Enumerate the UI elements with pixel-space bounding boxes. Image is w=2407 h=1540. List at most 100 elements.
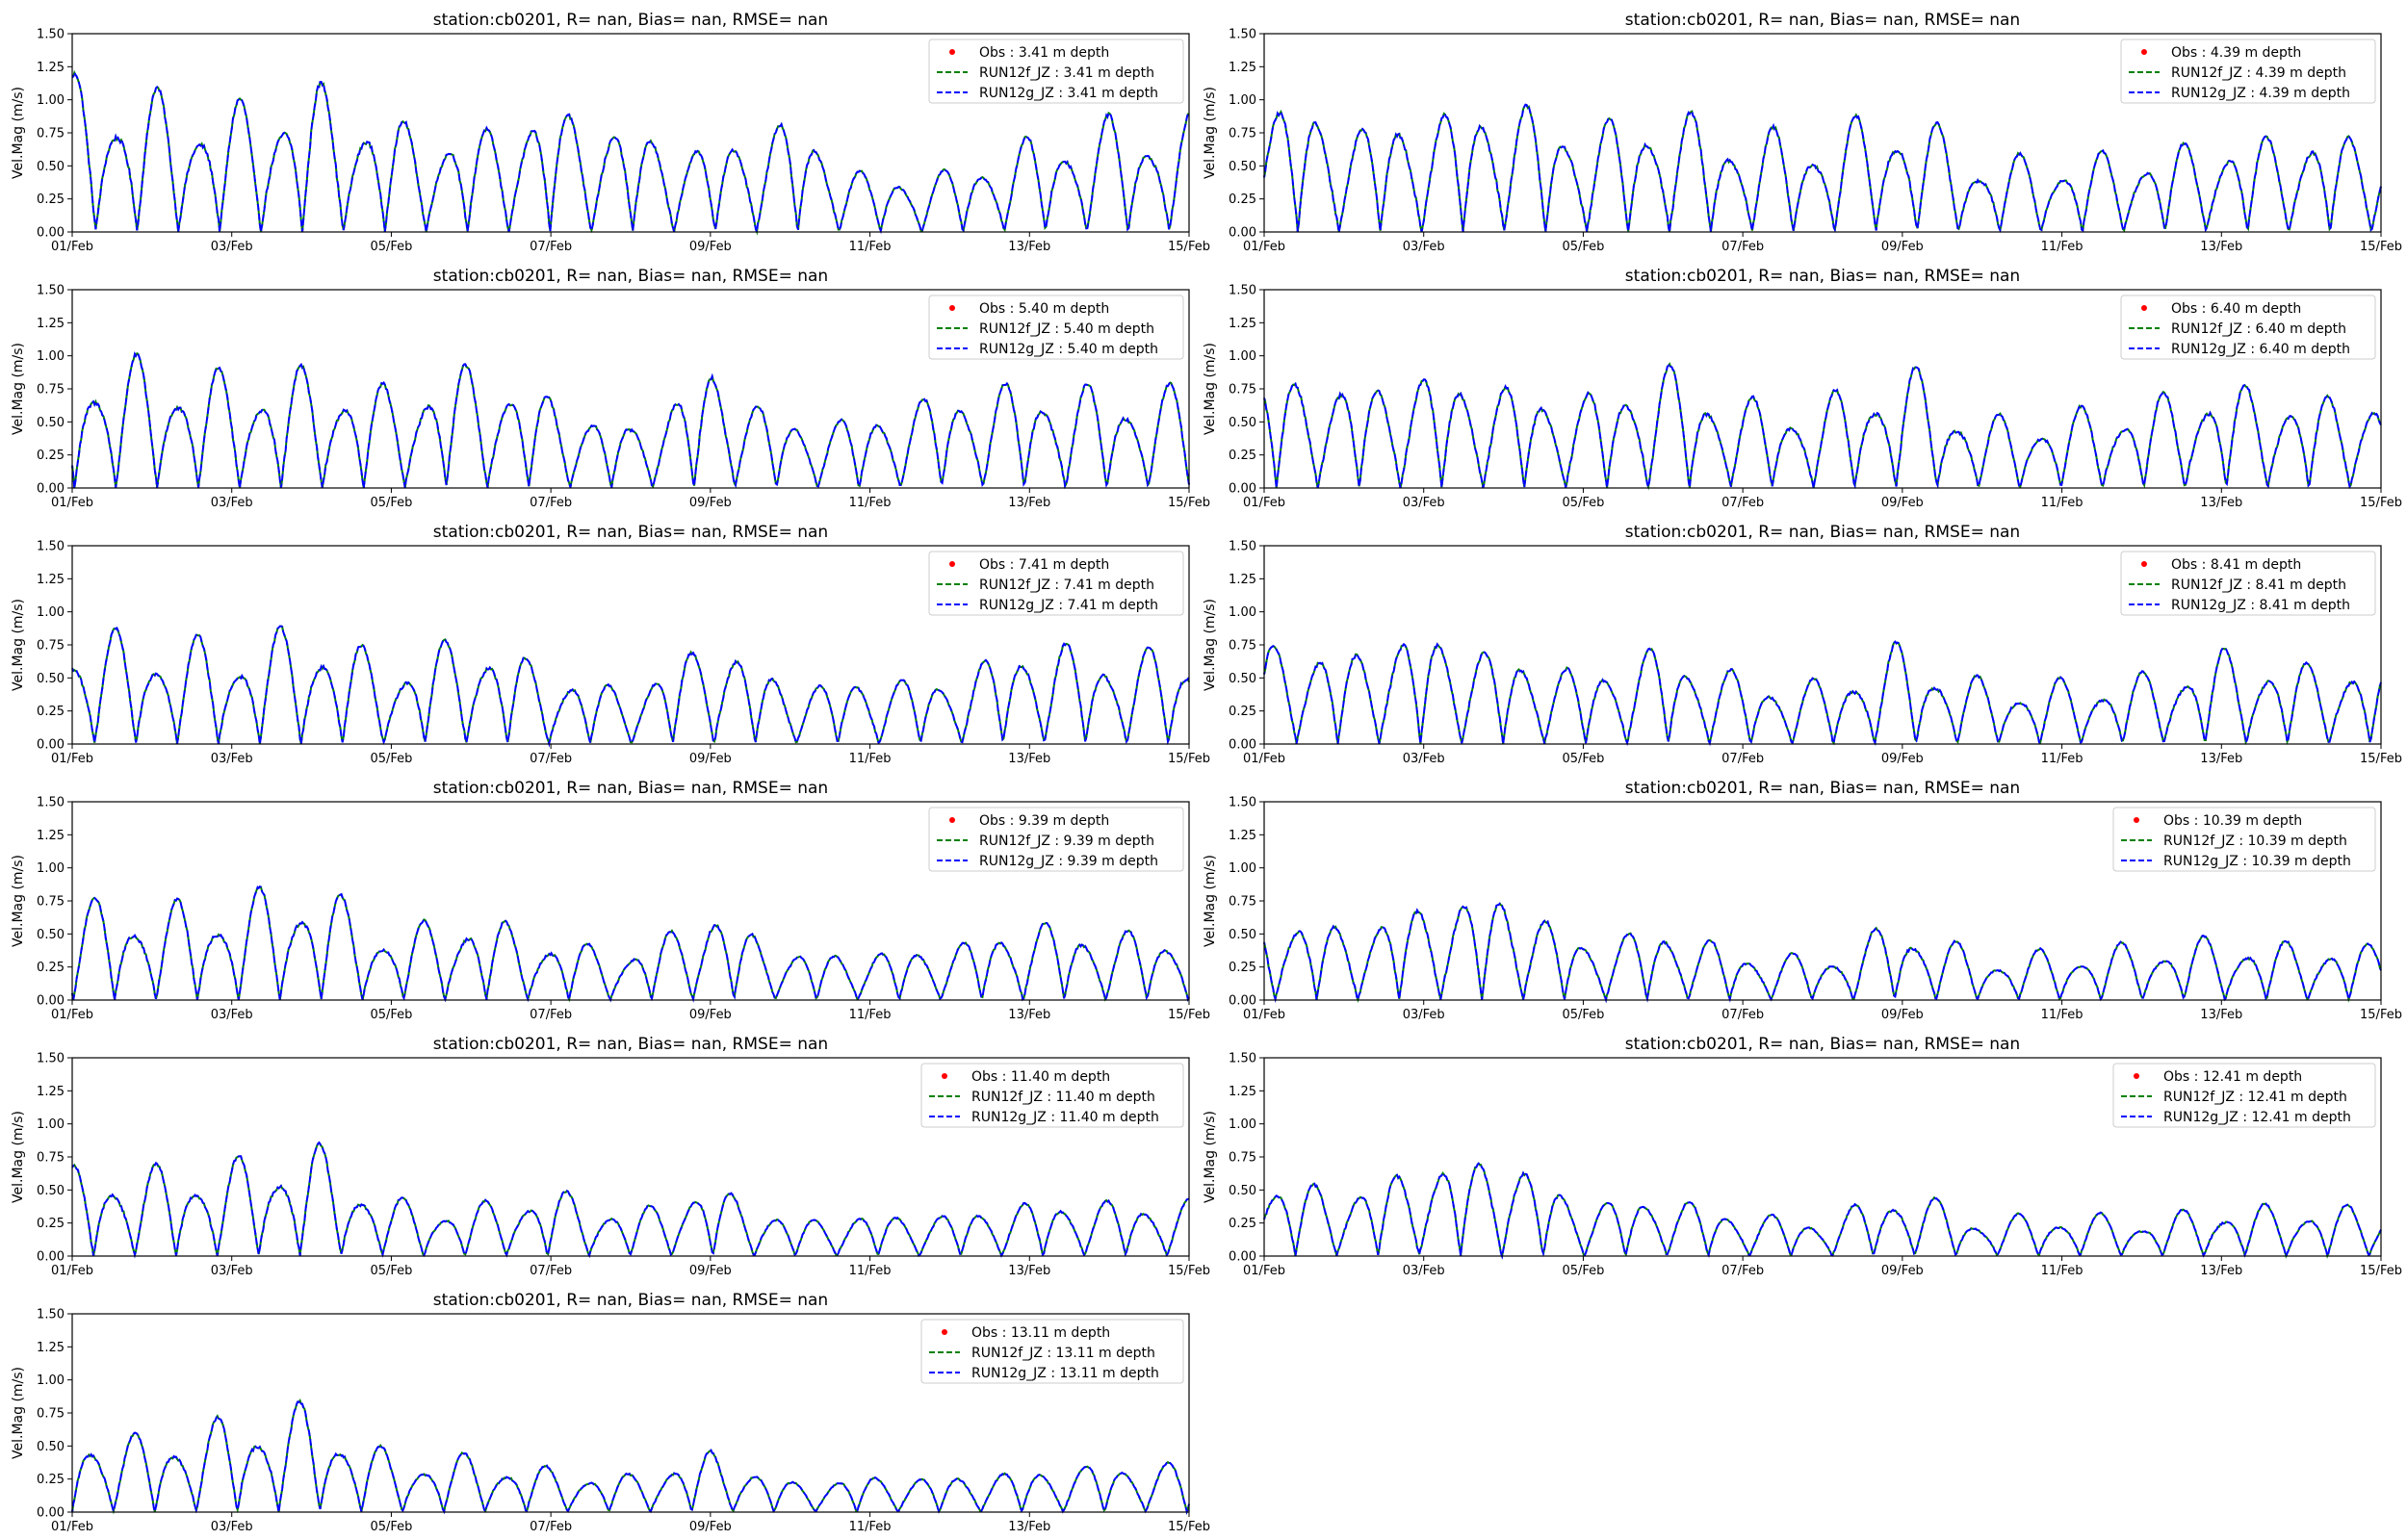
legend-marker-obs xyxy=(949,561,955,567)
subplot-title: station:cb0201, R= nan, Bias= nan, RMSE=… xyxy=(1625,1035,2020,1054)
x-tick-label: 11/Feb xyxy=(849,496,892,510)
x-tick-label: 07/Feb xyxy=(530,496,572,510)
series-line-run12g xyxy=(71,886,1190,1003)
series-line-run12f xyxy=(71,625,1190,748)
x-tick-label: 01/Feb xyxy=(1243,496,1285,510)
y-axis-label: Vel.Mag (m/s) xyxy=(11,1111,26,1203)
y-tick-label: 1.00 xyxy=(1229,605,1256,620)
x-tick-label: 05/Feb xyxy=(1562,1264,1604,1278)
x-tick-label: 15/Feb xyxy=(2360,1264,2402,1278)
x-tick-label: 09/Feb xyxy=(1881,752,1924,766)
legend-entry: RUN12f_JZ : 5.40 m depth xyxy=(979,321,1154,337)
legend-box xyxy=(928,38,1184,104)
x-tick-label: 13/Feb xyxy=(1008,1008,1050,1022)
x-tick-label: 09/Feb xyxy=(689,752,732,766)
y-tick-label: 1.00 xyxy=(1229,349,1256,364)
x-tick-label: 01/Feb xyxy=(51,1264,93,1278)
y-tick-label: 0.00 xyxy=(37,1506,65,1521)
x-tick-label: 11/Feb xyxy=(849,1264,892,1278)
y-tick-label: 0.50 xyxy=(1229,672,1256,686)
legend-entry: Obs : 3.41 m depth xyxy=(979,45,1109,61)
y-axis-label: Vel.Mag (m/s) xyxy=(11,87,26,179)
x-tick-label: 01/Feb xyxy=(51,1008,93,1022)
legend-box xyxy=(928,295,1184,360)
legend-entry: RUN12g_JZ : 6.40 m depth xyxy=(2171,342,2350,357)
x-tick-label: 09/Feb xyxy=(1881,1008,1924,1022)
legend-entry: RUN12g_JZ : 12.41 m depth xyxy=(2163,1110,2351,1125)
y-tick-label: 0.75 xyxy=(1229,1151,1256,1166)
x-tick-label: 11/Feb xyxy=(849,240,892,254)
legend-marker-obs xyxy=(949,305,955,311)
x-tick-label: 03/Feb xyxy=(211,240,253,254)
legend-entry: RUN12f_JZ : 12.41 m depth xyxy=(2163,1090,2347,1105)
y-tick-label: 1.00 xyxy=(37,1373,65,1388)
x-tick-label: 03/Feb xyxy=(1403,1008,1445,1022)
series-line-run12g xyxy=(71,1141,1190,1259)
y-tick-label: 0.75 xyxy=(37,895,65,910)
legend-marker-obs xyxy=(2134,1073,2139,1079)
x-tick-label: 15/Feb xyxy=(2360,240,2402,254)
y-tick-label: 0.50 xyxy=(37,416,65,430)
legend-entry: Obs : 5.40 m depth xyxy=(979,301,1109,317)
x-tick-label: 15/Feb xyxy=(1168,1008,1210,1022)
x-tick-label: 03/Feb xyxy=(1403,240,1445,254)
x-tick-label: 13/Feb xyxy=(1008,496,1050,510)
y-tick-label: 0.75 xyxy=(1229,127,1256,141)
legend-entry: RUN12f_JZ : 7.41 m depth xyxy=(979,578,1154,593)
series-line-run12f xyxy=(71,1141,1190,1259)
subplot-title: station:cb0201, R= nan, Bias= nan, RMSE=… xyxy=(1625,779,2020,798)
series-line-run12f xyxy=(71,886,1190,1003)
y-tick-label: 0.00 xyxy=(37,226,65,241)
x-tick-label: 07/Feb xyxy=(530,1264,572,1278)
y-axis-label: Vel.Mag (m/s) xyxy=(1203,599,1218,691)
x-tick-label: 13/Feb xyxy=(2200,1008,2242,1022)
x-tick-label: 15/Feb xyxy=(1168,752,1210,766)
x-tick-label: 03/Feb xyxy=(1403,1264,1445,1278)
axes-frame xyxy=(71,33,1190,233)
y-axis-label: Vel.Mag (m/s) xyxy=(1203,343,1218,435)
y-axis-label: Vel.Mag (m/s) xyxy=(11,599,26,691)
legend-entry: RUN12f_JZ : 6.40 m depth xyxy=(2171,321,2346,337)
series-line-run12g xyxy=(1263,640,2382,747)
legend-marker-obs xyxy=(2141,305,2147,311)
y-tick-label: 0.00 xyxy=(1229,738,1256,753)
x-tick-label: 13/Feb xyxy=(2200,240,2242,254)
y-tick-label: 1.25 xyxy=(1229,61,1256,75)
y-tick-label: 0.50 xyxy=(37,1184,65,1198)
y-tick-label: 0.25 xyxy=(1229,192,1256,207)
subplot-6: station:cb0201, R= nan, Bias= nan, RMSE=… xyxy=(1203,523,2402,766)
y-tick-label: 0.25 xyxy=(1229,705,1256,719)
y-tick-label: 0.00 xyxy=(37,994,65,1009)
subplot-title: station:cb0201, R= nan, Bias= nan, RMSE=… xyxy=(433,779,828,798)
series-line-run12f xyxy=(1263,1162,2382,1260)
legend-entry: Obs : 11.40 m depth xyxy=(971,1069,1110,1085)
y-tick-label: 0.25 xyxy=(37,705,65,719)
y-tick-label: 1.50 xyxy=(1229,284,1256,298)
x-tick-label: 05/Feb xyxy=(370,1520,412,1534)
axes-frame xyxy=(1263,289,2382,489)
x-tick-label: 01/Feb xyxy=(51,496,93,510)
x-tick-label: 13/Feb xyxy=(2200,496,2242,510)
y-tick-label: 1.50 xyxy=(37,1052,65,1066)
y-tick-label: 1.00 xyxy=(37,861,65,876)
series-line-run12g xyxy=(71,350,1190,490)
y-tick-label: 1.00 xyxy=(37,1117,65,1132)
axes-frame xyxy=(1263,33,2382,233)
y-tick-label: 0.25 xyxy=(37,1217,65,1231)
x-tick-label: 09/Feb xyxy=(1881,240,1924,254)
subplot-title: station:cb0201, R= nan, Bias= nan, RMSE=… xyxy=(1625,267,2020,286)
subplot-1: station:cb0201, R= nan, Bias= nan, RMSE=… xyxy=(11,11,1210,254)
y-tick-label: 1.50 xyxy=(1229,540,1256,554)
legend-box xyxy=(920,1063,1184,1128)
y-tick-label: 0.75 xyxy=(37,639,65,654)
x-tick-label: 13/Feb xyxy=(1008,1264,1050,1278)
legend-entry: RUN12g_JZ : 9.39 m depth xyxy=(979,854,1158,869)
x-tick-label: 03/Feb xyxy=(211,752,253,766)
subplot-10: station:cb0201, R= nan, Bias= nan, RMSE=… xyxy=(1203,1035,2402,1278)
x-tick-label: 03/Feb xyxy=(1403,752,1445,766)
legend-entry: Obs : 6.40 m depth xyxy=(2171,301,2301,317)
y-tick-label: 1.25 xyxy=(1229,573,1256,587)
legend-entry: RUN12f_JZ : 4.39 m depth xyxy=(2171,65,2346,81)
axes-frame xyxy=(71,1057,1190,1257)
y-tick-label: 0.50 xyxy=(37,928,65,942)
